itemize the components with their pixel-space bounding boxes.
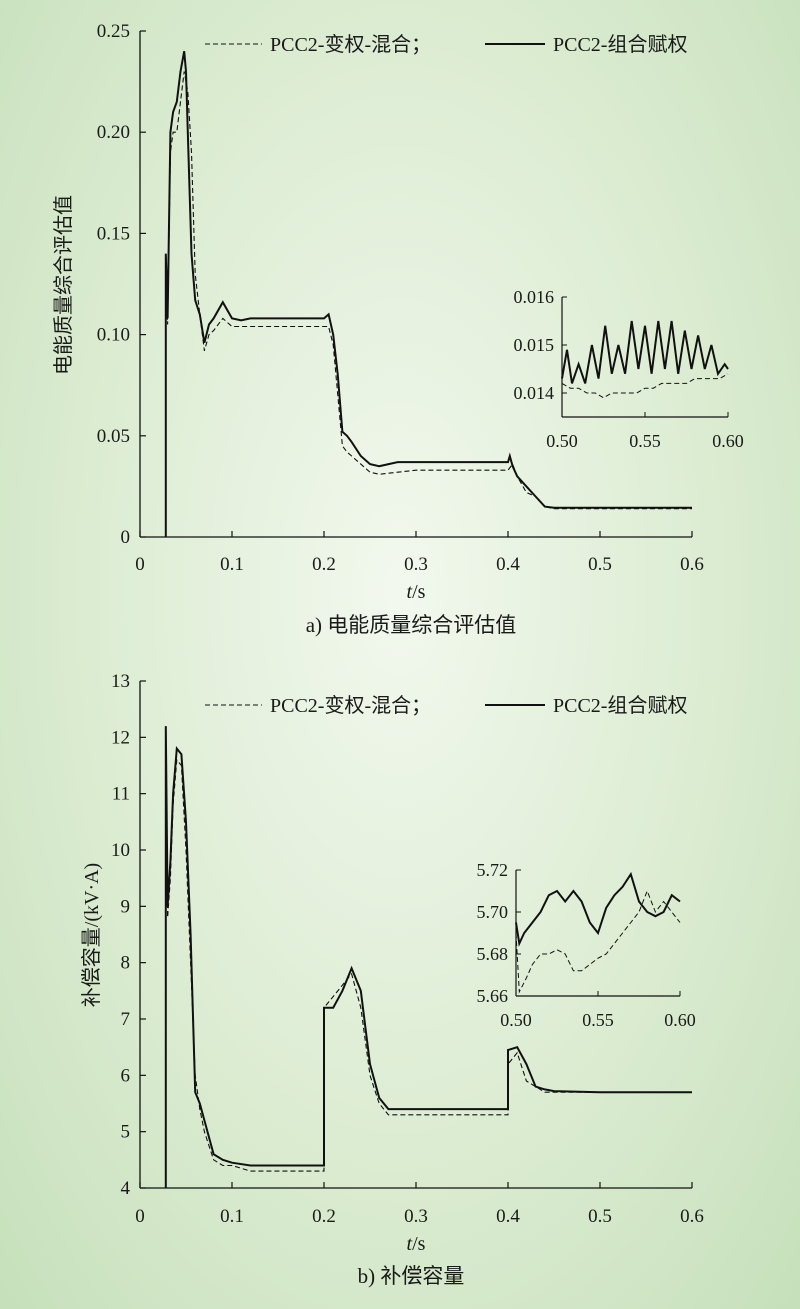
x-tick-label: 0 [135, 554, 145, 575]
y-tick-label: 0.05 [97, 426, 130, 447]
legend-label-2: PCC2-组合赋权 [553, 33, 687, 56]
y-tick-label: 0.20 [97, 122, 130, 143]
inset-y-tick-label: 0.014 [514, 383, 555, 403]
x-tick-label: 0.1 [220, 554, 244, 575]
inset-x-tick-label: 0.60 [712, 431, 744, 451]
legend: PCC2-变权-混合； PCC2-组合赋权 [205, 694, 687, 717]
inset-y-tick-label: 5.66 [477, 986, 509, 1006]
y-axis-title: 补偿容量/(kV·A) [80, 863, 103, 1007]
x-tick-label: 0.4 [496, 1206, 520, 1227]
legend-label-1: PCC2-变权-混合； [270, 33, 431, 56]
y-tick-label: 9 [121, 896, 131, 917]
inset-y-tick-label: 0.015 [514, 335, 555, 355]
y-tick-label: 13 [111, 671, 130, 692]
y-tick-label: 12 [111, 727, 130, 748]
series-line-1 [515, 889, 681, 994]
x-tick-label: 0.5 [588, 554, 612, 575]
x-axis-var: t [407, 581, 413, 603]
y-tick-label: 0 [121, 527, 131, 548]
y-tick-label: 4 [121, 1178, 131, 1199]
series-line-2 [561, 320, 729, 384]
x-tick-label: 0.2 [312, 554, 336, 575]
inset-y-tick-label: 5.72 [477, 860, 509, 880]
x-axis-title: t/s [407, 1233, 426, 1255]
inset-y-tick-label: 0.016 [514, 287, 555, 307]
x-tick-label: 0.2 [312, 1206, 336, 1227]
x-tick-label: 0.6 [680, 554, 704, 575]
inset-chart: 0.014 0.015 0.016 0.50 0.55 0.60 [514, 287, 744, 451]
inset-x-tick-label: 0.50 [546, 431, 578, 451]
x-tick-label: 0.5 [588, 1206, 612, 1227]
series-line-2 [164, 51, 692, 537]
x-tick-label: 0 [135, 1206, 145, 1227]
inset-x-tick-label: 0.60 [664, 1010, 696, 1030]
y-tick-label: 7 [121, 1009, 131, 1030]
series-line-1 [165, 758, 692, 1188]
x-axis-unit: /s [412, 1233, 426, 1255]
x-axis-var: t [407, 1233, 413, 1255]
inset-x-tick-label: 0.55 [582, 1010, 614, 1030]
chart-a: 0 0.05 0.10 0.15 0.20 0.25 0 0.1 0.2 0.3 0.4 0.5 0.6… [52, 21, 744, 637]
y-tick-label: 10 [111, 840, 130, 861]
series-line-2 [515, 871, 681, 947]
y-tick-label: 6 [121, 1065, 131, 1086]
inset-x-tick-label: 0.55 [629, 431, 661, 451]
x-axis-title: t/s [407, 581, 426, 603]
chart-caption: a) 电能质量综合评估值 [306, 613, 517, 637]
chart-b: 4 5 6 7 8 9 10 11 12 13 0 0.1 0.2 0.3 0.4 0.5 0.6 t/s 补偿容量… [80, 671, 704, 1288]
x-tick-label: 0.3 [404, 554, 428, 575]
series-line-1 [165, 71, 692, 537]
series-line-1 [561, 373, 729, 399]
chart-caption: b) 补偿容量 [358, 1264, 465, 1288]
y-tick-label: 11 [112, 784, 130, 805]
y-tick-label: 0.10 [97, 325, 130, 346]
series-line-2 [164, 726, 692, 1188]
x-axis-unit: /s [412, 581, 426, 603]
y-axis-title: 电能质量综合评估值 [52, 195, 75, 375]
y-tick-label: 0.25 [97, 21, 130, 42]
y-tick-label: 8 [121, 953, 131, 974]
x-tick-label: 0.3 [404, 1206, 428, 1227]
inset-x-tick-label: 0.50 [500, 1010, 532, 1030]
legend-label-1: PCC2-变权-混合； [270, 694, 431, 717]
x-tick-label: 0.1 [220, 1206, 244, 1227]
x-tick-label: 0.4 [496, 554, 520, 575]
legend-label-2: PCC2-组合赋权 [553, 694, 687, 717]
legend: PCC2-变权-混合； PCC2-组合赋权 [205, 33, 687, 56]
inset-y-tick-label: 5.70 [477, 902, 509, 922]
inset-y-tick-label: 5.68 [477, 944, 509, 964]
y-tick-label: 0.15 [97, 223, 130, 244]
inset-chart: 5.66 5.68 5.70 5.72 0.50 0.55 0.60 [477, 860, 696, 1030]
y-tick-label: 5 [121, 1122, 131, 1143]
x-tick-label: 0.6 [680, 1206, 704, 1227]
